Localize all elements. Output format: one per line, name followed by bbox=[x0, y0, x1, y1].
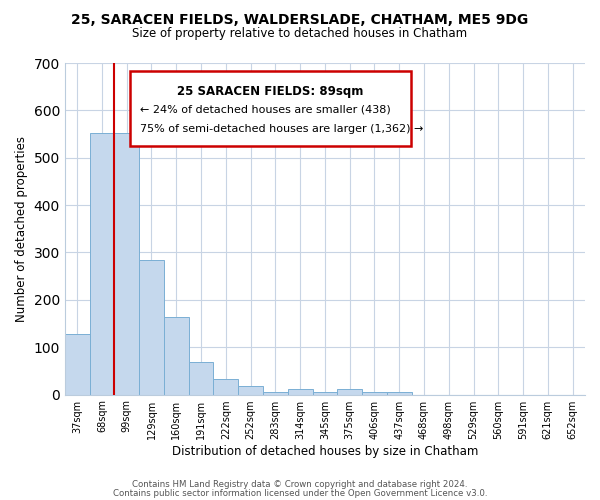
Text: Contains public sector information licensed under the Open Government Licence v3: Contains public sector information licen… bbox=[113, 488, 487, 498]
Bar bbox=[313, 392, 337, 394]
Bar bbox=[115, 132, 139, 394]
Bar bbox=[214, 379, 238, 394]
Text: 75% of semi-detached houses are larger (1,362) →: 75% of semi-detached houses are larger (… bbox=[140, 124, 424, 134]
Text: ← 24% of detached houses are smaller (438): ← 24% of detached houses are smaller (43… bbox=[140, 104, 391, 115]
Text: Size of property relative to detached houses in Chatham: Size of property relative to detached ho… bbox=[133, 28, 467, 40]
Bar bbox=[164, 318, 188, 394]
Bar bbox=[238, 386, 263, 394]
Text: 25, SARACEN FIELDS, WALDERSLADE, CHATHAM, ME5 9DG: 25, SARACEN FIELDS, WALDERSLADE, CHATHAM… bbox=[71, 12, 529, 26]
X-axis label: Distribution of detached houses by size in Chatham: Distribution of detached houses by size … bbox=[172, 444, 478, 458]
Text: 25 SARACEN FIELDS: 89sqm: 25 SARACEN FIELDS: 89sqm bbox=[177, 84, 364, 98]
Bar bbox=[362, 392, 387, 394]
Bar bbox=[387, 392, 412, 394]
Bar bbox=[263, 392, 288, 394]
Bar bbox=[65, 334, 89, 394]
Bar bbox=[188, 362, 214, 394]
Bar bbox=[288, 390, 313, 394]
Bar bbox=[89, 132, 115, 394]
Bar bbox=[139, 260, 164, 394]
FancyBboxPatch shape bbox=[130, 72, 411, 146]
Y-axis label: Number of detached properties: Number of detached properties bbox=[15, 136, 28, 322]
Text: Contains HM Land Registry data © Crown copyright and database right 2024.: Contains HM Land Registry data © Crown c… bbox=[132, 480, 468, 489]
Bar bbox=[337, 390, 362, 394]
